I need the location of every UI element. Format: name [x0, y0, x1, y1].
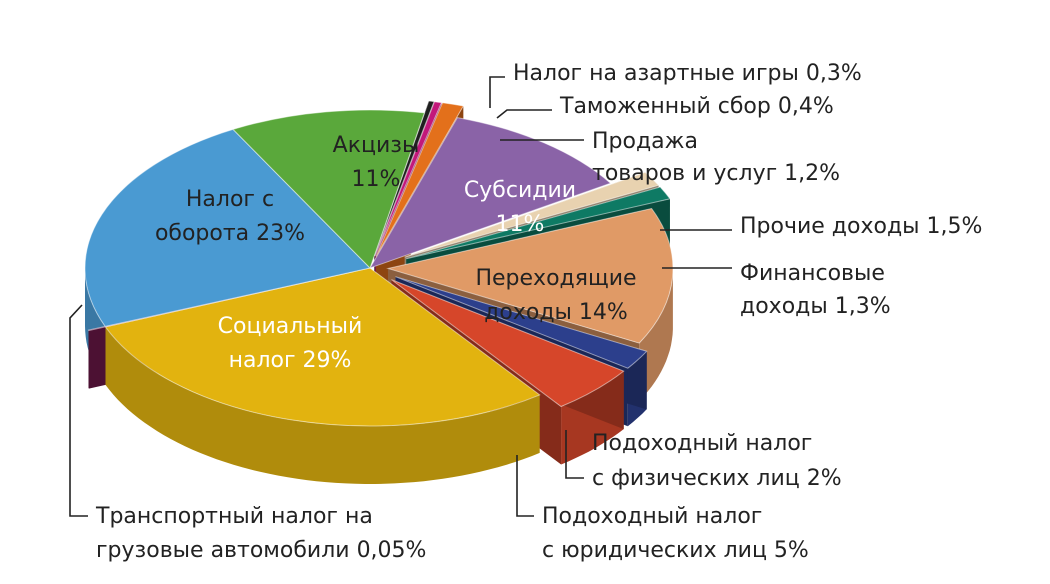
- slice-label-7-line-0: Подоходный налог: [592, 431, 812, 456]
- slice-12: [232, 109, 426, 269]
- leader-line-1: [496, 109, 552, 119]
- slice-5: [406, 186, 671, 260]
- slice-label-9-line-0: Социальный: [218, 314, 363, 339]
- slice-side-9: [105, 326, 540, 484]
- slice-9: [104, 267, 541, 427]
- pie-tops: [84, 100, 674, 427]
- slice-label-3-line-1: 11%: [496, 212, 545, 237]
- slice-label-12-line-1: 11%: [352, 167, 401, 192]
- slice-label-9-line-1: налог 29%: [229, 348, 352, 373]
- leader-lines: [69, 76, 732, 517]
- slice-labels: Налог на азартные игры 0,3% Таможенный сб…: [95, 61, 982, 563]
- slice-11: [84, 128, 371, 327]
- slice-label-4-line-0: Прочие доходы 1,5%: [740, 214, 982, 239]
- slice-label-11-line-0: Налог с: [186, 187, 274, 212]
- leader-line-8: [516, 455, 534, 517]
- slice-label-6-line-0: Переходящие: [475, 266, 636, 291]
- leader-line-0: [489, 76, 505, 108]
- slice-label-7-line-1: с физических лиц 2%: [592, 466, 842, 491]
- slice-label-5-line-0: Финансовые: [740, 261, 885, 286]
- slice-label-2-line-1: товаров и услуг 1,2%: [592, 161, 840, 186]
- slice-label-11-line-1: оборота 23%: [155, 221, 305, 246]
- slice-8: [391, 279, 625, 408]
- slice-2: [375, 102, 465, 257]
- slice-7: [395, 276, 648, 369]
- slice-label-5-line-1: доходы 1,3%: [740, 294, 891, 319]
- leader-line-10: [69, 304, 88, 517]
- slice-label-3-line-0: Субсидии: [464, 178, 576, 203]
- slice-side-6: [639, 265, 673, 402]
- slice-6: [386, 207, 674, 344]
- slice-4: [404, 171, 660, 258]
- slice-label-8-line-1: с юридических лиц 5%: [542, 538, 809, 563]
- slice-label-10-line-1: грузовые автомобили 0,05%: [96, 538, 426, 563]
- slice-label-0-line-0: Налог на азартные игры 0,3%: [513, 61, 862, 86]
- slice-label-12-line-0: Акцизы: [333, 133, 420, 158]
- slice-3: [368, 117, 612, 269]
- slice-label-1-line-0: Таможенный сбор 0,4%: [559, 94, 834, 119]
- slice-label-10-line-0: Транспортный налог на: [95, 504, 373, 529]
- leader-line-7: [565, 430, 584, 479]
- slice-label-2-line-0: Продажа: [592, 129, 698, 154]
- slice-label-8-line-0: Подоходный налог: [542, 504, 762, 529]
- slice-label-6-line-1: доходы 14%: [484, 300, 628, 325]
- slice-1: [374, 101, 443, 257]
